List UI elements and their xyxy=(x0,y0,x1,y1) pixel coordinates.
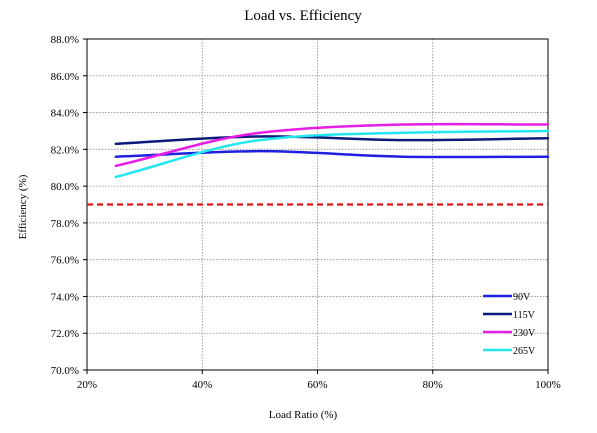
y-tick-label: 80.0% xyxy=(51,181,79,193)
y-tick-label: 82.0% xyxy=(51,144,79,156)
y-tick-label: 74.0% xyxy=(51,291,79,303)
chart-title: Load vs. Efficiency xyxy=(244,8,362,24)
x-axis-label: Load Ratio (%) xyxy=(269,409,338,421)
legend-entry: 90V xyxy=(513,292,531,303)
x-tick-label: 60% xyxy=(307,379,327,391)
legend-entry: 115V xyxy=(513,310,536,321)
series-line-230V xyxy=(114,122,550,168)
series-line-90V xyxy=(114,149,550,159)
x-tick-label: 80% xyxy=(423,379,443,391)
series-line-115V xyxy=(114,135,550,146)
plot-area: 70.0% 72.0% 74.0% 76.0% 78.0% 80.0% 82.0% 84.0%… xyxy=(51,34,561,391)
legend: 90V 115V 230V 265V xyxy=(483,292,536,357)
y-axis-label: Efficiency (%) xyxy=(17,174,29,239)
x-tick-label: 20% xyxy=(77,379,97,391)
x-tick-label: 100% xyxy=(535,379,561,391)
y-tick-label: 88.0% xyxy=(51,34,79,46)
y-tick-label: 70.0% xyxy=(51,365,79,377)
series-line-265V xyxy=(114,129,550,179)
y-tick-label: 84.0% xyxy=(51,108,79,120)
y-tick-label: 72.0% xyxy=(51,328,79,340)
y-tick-label: 76.0% xyxy=(51,255,79,267)
y-tick-label: 86.0% xyxy=(51,71,79,83)
y-tick-label: 78.0% xyxy=(51,218,79,230)
legend-entry: 265V xyxy=(513,346,536,357)
x-tick-label: 40% xyxy=(192,379,212,391)
legend-entry: 230V xyxy=(513,328,536,339)
